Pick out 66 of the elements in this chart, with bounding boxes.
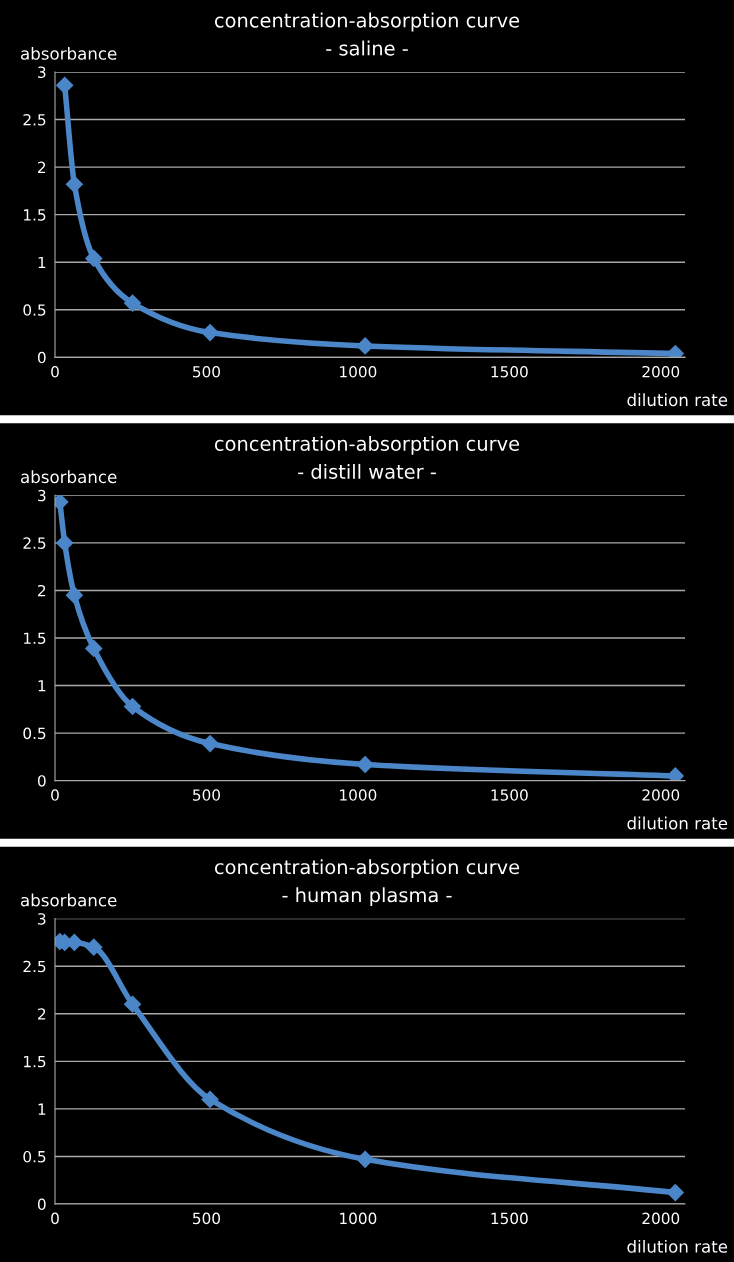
y-tick-label: 1.5 — [24, 632, 46, 645]
x-tick-label: 500 — [193, 365, 221, 378]
chart-title: concentration-absorption curve — [214, 12, 520, 32]
y-tick-label: 2 — [38, 1008, 46, 1020]
point — [666, 1184, 684, 1202]
x-tick-label: 1500 — [491, 1212, 528, 1225]
x-tick-label: 1500 — [491, 789, 528, 801]
x-tick-label: 0 — [51, 789, 59, 801]
x-axis-title: dilution rate — [627, 1239, 728, 1253]
point — [65, 175, 83, 193]
y-tick-label: 1 — [38, 1103, 46, 1115]
chart-title: concentration-absorption curve — [214, 435, 520, 455]
y-tick-label: 1 — [38, 680, 46, 692]
y-axis-title: absorbance — [21, 470, 117, 484]
x-axis-title: dilution rate — [627, 393, 728, 407]
y-tick-label: 1.5 — [24, 209, 46, 221]
point — [201, 735, 219, 753]
y-tick-label: 0.5 — [23, 1150, 46, 1163]
point — [666, 767, 684, 781]
y-tick-label: 3 — [38, 913, 46, 925]
y-tick-label: 3 — [38, 66, 46, 79]
x-tick-label: 1000 — [340, 1212, 377, 1225]
y-tick-label: 2 — [38, 161, 46, 173]
x-tick-label: 1500 — [491, 365, 528, 378]
chart-subtitle: - distill water - — [298, 463, 436, 479]
y-tick-label: 2.5 — [23, 960, 46, 973]
chart-title: concentration-absorption curve — [214, 859, 520, 879]
y-tick-label: 1.5 — [24, 1056, 46, 1068]
y-tick-label: 1 — [38, 256, 46, 269]
point — [85, 639, 103, 658]
y-tick-label: 2.5 — [23, 114, 46, 126]
y-tick-label: 2.5 — [23, 537, 46, 549]
y-tick-label: 3 — [38, 489, 46, 502]
x-tick-label: 2000 — [642, 1212, 680, 1225]
point — [201, 1090, 219, 1108]
point — [85, 249, 103, 267]
y-tick-label: 0.5 — [23, 304, 46, 316]
point — [123, 697, 142, 716]
point — [65, 586, 83, 604]
point — [356, 1150, 374, 1168]
y-tick-label: 2 — [38, 584, 46, 597]
chart-subtitle: - saline - — [326, 40, 408, 56]
y-axis-title: absorbance — [21, 46, 117, 60]
x-tick-label: 0 — [51, 1212, 59, 1225]
point — [356, 755, 374, 774]
x-axis-title: dilution rate — [627, 816, 728, 830]
x-tick-label: 2000 — [642, 789, 680, 801]
point — [123, 995, 142, 1013]
point — [56, 534, 74, 552]
x-tick-label: 0 — [51, 365, 59, 378]
point — [123, 294, 142, 312]
y-axis-title: absorbance — [21, 893, 117, 907]
point — [85, 938, 103, 956]
x-tick-label: 1000 — [340, 365, 377, 378]
y-tick-label: 0 — [37, 351, 46, 364]
x-tick-label: 500 — [193, 789, 221, 801]
x-tick-label: 500 — [193, 1212, 221, 1225]
x-tick-label: 2000 — [642, 365, 680, 378]
y-tick-label: 0.5 — [23, 727, 46, 740]
x-tick-label: 1000 — [340, 789, 377, 801]
y-tick-label: 0 — [37, 1198, 46, 1211]
point — [56, 76, 74, 94]
y-tick-label: 0 — [37, 775, 46, 787]
point — [356, 337, 374, 355]
point — [201, 324, 219, 342]
chart-subtitle: - human plasma - — [282, 887, 452, 907]
